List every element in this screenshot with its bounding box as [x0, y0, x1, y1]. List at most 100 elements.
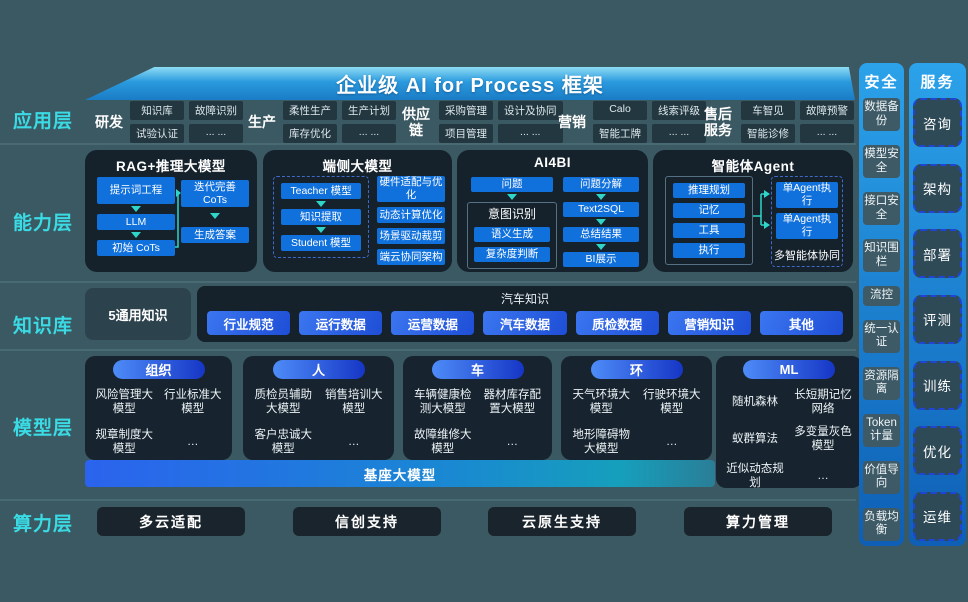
compute-item-xinchuang: 信创支持 [293, 507, 441, 536]
app-chip: ... ... [342, 124, 396, 143]
distill-group: Teacher 模型 知识提取 Student 模型 [273, 176, 369, 258]
app-chip: 知识库 [130, 101, 184, 120]
app-chip: 故障预警 [800, 101, 854, 120]
app-group-supply-chain: 供应链 采购管理 设计及协同 项目管理 ... ... [400, 100, 563, 144]
arrow-down-icon [596, 194, 606, 200]
app-chip: 生产计划 [342, 101, 396, 120]
layer-label-application: 应用层 [12, 111, 73, 132]
service-item: 架构 [913, 163, 962, 213]
service-panel: 服务 咨询 架构 部署 评测 训练 优化 运维 [909, 63, 966, 546]
intent-title: 意图识别 [487, 207, 536, 221]
layer-label-knowledge: 知识库 [12, 316, 73, 337]
knowledge-general-box: 5通用知识 [85, 288, 191, 340]
flow-step: 提示词工程 [97, 177, 175, 204]
service-panel-title: 服务 [920, 74, 955, 91]
security-panel-title: 安全 [864, 74, 899, 91]
app-chip: ... ... [800, 124, 854, 143]
model-cell: 天气环境大模型 [572, 389, 631, 416]
multi-agent-caption: 多智能体协同 [774, 250, 840, 262]
security-item: 知识围栏 [863, 239, 900, 273]
model-cell: … [348, 435, 360, 448]
flow-step: 总结结果 [563, 227, 639, 242]
app-chip: 柔性生产 [283, 101, 337, 120]
arrow-down-icon [507, 194, 517, 200]
app-group-name: 售后服务 [704, 105, 732, 138]
model-group-pill: 组织 [112, 360, 205, 379]
flow-step: 执行 [673, 243, 745, 258]
model-group-ml: ML 随机森林 长短期记忆网络 蚁群算法 多变量灰色模型 近似动态规划 … [716, 356, 862, 489]
app-chip: 故障识别 [189, 101, 243, 120]
arrow-down-icon [596, 244, 606, 250]
flow-step: 记忆 [673, 203, 745, 218]
model-group-vehicle: 车 车辆健康检测大模型 器材库存配置大模型 故障维修大模型 … [403, 356, 552, 460]
flow-step: 动态计算优化 [377, 207, 445, 223]
knowledge-auto-box: 汽车知识 行业规范 运行数据 运营数据 汽车数据 质检数据 营销知识 其他 [197, 286, 853, 342]
model-cell: 随机森林 [732, 396, 778, 409]
security-panel: 安全 数据备份 模型安全 接口安全 知识围栏 流控 统一认证 资源隔离 Toke… [859, 63, 904, 546]
model-cell: 器材库存配置大模型 [483, 389, 542, 416]
app-chip: Calo [593, 101, 647, 120]
flow-step: 问题 [471, 177, 553, 192]
service-item: 优化 [913, 426, 962, 476]
model-cell: 行业标准大模型 [164, 389, 222, 416]
model-cell: … [817, 469, 829, 482]
security-item: 数据备份 [863, 98, 900, 132]
knowledge-tag: 运营数据 [391, 311, 475, 335]
banner: 企业级 AI for Process 框架 [85, 67, 855, 100]
flow-step: LLM [97, 214, 175, 230]
box-title: 端侧大模型 [322, 159, 393, 174]
app-group-aftersales: 售后服务 车智见 故障预警 智能诊修 ... ... [702, 100, 854, 144]
flow-step: 场景驱动裁剪 [377, 228, 445, 244]
app-chip: 智能工牌 [593, 124, 647, 143]
app-group-name: 生产 [248, 113, 276, 130]
app-chip: 设计及协同 [498, 101, 563, 120]
arrow-down-icon [131, 232, 141, 238]
knowledge-tag: 营销知识 [667, 311, 751, 335]
knowledge-tag: 汽车数据 [483, 311, 567, 335]
app-group-name: 供应链 [402, 105, 430, 138]
model-cell: … [187, 435, 199, 448]
flow-step: Text2SQL [563, 202, 639, 217]
capability-box-agent: 智能体Agent 推理规划 记忆 工具 执行 单Agent执行 单Agent执行… [653, 150, 853, 272]
model-cell: 客户忠诚大模型 [254, 428, 313, 456]
knowledge-tag: 行业规范 [207, 311, 291, 335]
model-cell: 故障维修大模型 [414, 428, 472, 456]
agent-modules-group: 推理规划 记忆 工具 执行 [665, 176, 753, 265]
flow-step: 生成答案 [181, 227, 249, 243]
flow-step: 单Agent执行 [776, 182, 838, 208]
app-chip: ... ... [652, 124, 706, 143]
model-cell: 近似动态规划 [726, 462, 784, 489]
model-cell: 质检员辅助大模型 [254, 389, 313, 416]
app-chip: 车智见 [741, 101, 795, 120]
app-group-rnd: 研发 知识库 故障识别 试验认证 ... ... [95, 100, 243, 144]
flow-step: 端云协同架构 [377, 249, 445, 265]
flow-step: 迭代完善CoTs [181, 180, 249, 207]
model-cell: … [666, 435, 678, 448]
flow-step: 推理规划 [673, 183, 745, 198]
model-cell: 蚁群算法 [732, 432, 778, 445]
security-item: 资源隔离 [863, 366, 900, 400]
box-title: RAG+推理大模型 [116, 159, 226, 174]
layer-label-model: 模型层 [12, 418, 73, 439]
compute-item-management: 算力管理 [684, 507, 832, 536]
intent-group: 意图识别 语义生成 复杂度判断 [467, 202, 557, 269]
flow-step: Teacher 模型 [281, 183, 361, 199]
model-group-pill: ML [743, 360, 835, 379]
knowledge-tag: 其他 [759, 311, 843, 335]
app-chip: ... ... [189, 124, 243, 143]
model-cell: 长短期记忆网络 [794, 389, 852, 416]
model-cell: 多变量灰色模型 [794, 425, 852, 453]
foundation-model-bar: 基座大模型 [85, 460, 715, 487]
arrow-down-icon [131, 206, 141, 212]
arrow-down-icon [316, 227, 326, 233]
app-chip: 项目管理 [439, 124, 493, 143]
compute-item-multicloud: 多云适配 [97, 507, 245, 536]
flow-step: 语义生成 [474, 227, 550, 242]
flow-step: 工具 [673, 223, 745, 238]
app-chip: 线索评级 [652, 101, 706, 120]
arrow-down-icon [596, 219, 606, 225]
app-group-marketing: 营销 Calo 线索评级 智能工牌 ... ... [558, 100, 706, 144]
security-item: 价值导向 [863, 460, 900, 494]
model-cell: 规章制度大模型 [95, 428, 154, 456]
model-group-pill: 环 [590, 360, 683, 379]
